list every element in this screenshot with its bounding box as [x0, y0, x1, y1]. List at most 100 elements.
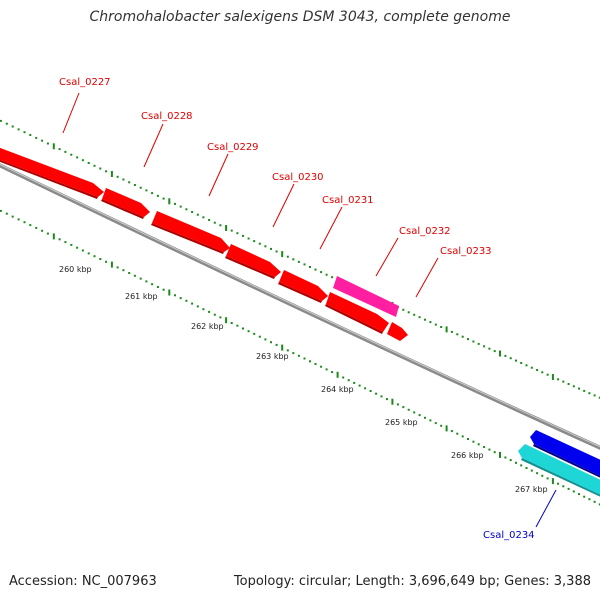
minor-tick — [461, 435, 464, 438]
gene-label-csal-0230[interactable]: Csal_0230 — [272, 172, 324, 183]
minor-tick — [213, 221, 216, 224]
gene-label-csal-0234[interactable]: Csal_0234 — [483, 530, 535, 541]
minor-tick — [429, 419, 432, 422]
minor-tick — [402, 308, 405, 311]
minor-tick — [369, 390, 372, 392]
gene-arrow-blue[interactable] — [530, 430, 600, 478]
minor-tick — [151, 283, 154, 286]
minor-tick — [530, 366, 533, 369]
tick-label: 267 kbp — [515, 485, 548, 494]
minor-tick — [230, 322, 233, 324]
minor-tick — [64, 241, 67, 244]
major-tick — [281, 251, 284, 258]
accession-label: Accession: NC_007963 — [9, 574, 157, 589]
major-tick — [445, 326, 448, 333]
gene-arrow-csal-0229[interactable] — [152, 211, 230, 252]
minor-tick — [122, 178, 125, 181]
minor-tick — [325, 273, 328, 276]
minor-tick — [320, 365, 323, 368]
gene-arrow-csal-0233[interactable] — [387, 322, 408, 341]
minor-tick — [105, 170, 108, 173]
minor-tick — [219, 316, 222, 319]
minor-tick — [309, 266, 311, 268]
gene-label-csal-0228[interactable]: Csal_0228 — [141, 111, 193, 122]
minor-tick — [258, 335, 261, 338]
minor-tick — [297, 260, 300, 263]
minor-tick — [562, 380, 565, 383]
minor-tick — [309, 360, 311, 363]
minor-tick — [380, 395, 383, 398]
minor-tick — [196, 213, 199, 216]
minor-tick — [483, 345, 486, 348]
minor-tick — [81, 159, 84, 162]
gene-arrow-csal-0228[interactable] — [102, 188, 150, 217]
minor-tick — [179, 205, 182, 208]
minor-tick — [58, 238, 61, 241]
minor-tick — [598, 396, 600, 399]
minor-tick — [303, 357, 306, 360]
tick-label: 260 kbp — [59, 265, 92, 274]
minor-tick — [583, 495, 586, 498]
minor-tick — [70, 153, 73, 156]
minor-tick — [230, 229, 233, 232]
tick-labels: 260 kbp 261 kbp 262 kbp 263 kbp 264 kbp … — [59, 265, 548, 494]
tick-label: 266 kbp — [451, 451, 484, 460]
minor-tick — [434, 323, 437, 326]
minor-tick — [162, 197, 165, 200]
major-tick — [225, 225, 228, 231]
minor-tick — [562, 485, 565, 488]
gene-label-csal-0233[interactable]: Csal_0233 — [440, 246, 492, 257]
minor-tick — [179, 297, 182, 300]
gene-label-csal-0231[interactable]: Csal_0231 — [322, 195, 374, 206]
gene-arrow-csal-0230[interactable] — [226, 244, 281, 277]
minor-tick — [314, 268, 317, 271]
minor-tick — [493, 350, 496, 353]
minor-tick — [174, 202, 176, 205]
gene-arrow-csal-0227[interactable] — [0, 146, 104, 197]
minor-tick — [236, 324, 239, 327]
gene-arrow-csal-0232-lower[interactable] — [326, 292, 389, 332]
gene-label-csal-0232[interactable]: Csal_0232 — [399, 226, 451, 237]
minor-tick — [546, 477, 549, 480]
minor-tick — [347, 379, 350, 382]
minor-tick — [342, 376, 345, 379]
minor-tick — [29, 134, 32, 136]
minor-tick — [93, 164, 96, 167]
gene-arrow-csal-0231[interactable] — [279, 270, 328, 301]
minor-tick — [87, 162, 90, 164]
minor-tick — [264, 245, 267, 248]
minor-tick — [418, 316, 421, 319]
gene-label-csal-0227[interactable]: Csal_0227 — [59, 77, 111, 88]
minor-tick — [588, 498, 591, 501]
minor-tick — [546, 373, 549, 376]
minor-tick — [386, 398, 388, 401]
minor-tick — [536, 369, 539, 371]
leader-csal-0227 — [62, 92, 80, 134]
minor-tick — [353, 381, 356, 384]
minor-tick — [99, 258, 102, 260]
gene-label-csal-0229[interactable]: Csal_0229 — [207, 142, 259, 153]
gene-arrow-csal-0234[interactable] — [518, 444, 600, 497]
minor-tick — [424, 318, 426, 321]
minor-tick — [242, 234, 244, 237]
minor-tick — [515, 461, 517, 464]
minor-tick — [35, 136, 38, 139]
leader-csal-0233 — [415, 257, 439, 298]
major-tick — [551, 374, 554, 380]
minor-tick — [213, 313, 216, 316]
major-tick — [445, 425, 448, 432]
reverse-strand-genes — [518, 430, 600, 497]
minor-tick — [567, 487, 570, 490]
major-tick — [499, 451, 501, 458]
minor-tick — [303, 263, 306, 266]
minor-tick — [456, 333, 459, 336]
minor-tick — [242, 327, 244, 330]
gene-arrow-highlight[interactable] — [333, 276, 399, 317]
minor-tick — [557, 482, 560, 485]
minor-tick — [139, 277, 142, 280]
minor-tick — [477, 443, 480, 446]
minor-tick — [483, 446, 486, 448]
genome-backbone-highlight — [0, 163, 600, 448]
minor-tick — [270, 247, 272, 250]
minor-tick — [467, 438, 469, 440]
